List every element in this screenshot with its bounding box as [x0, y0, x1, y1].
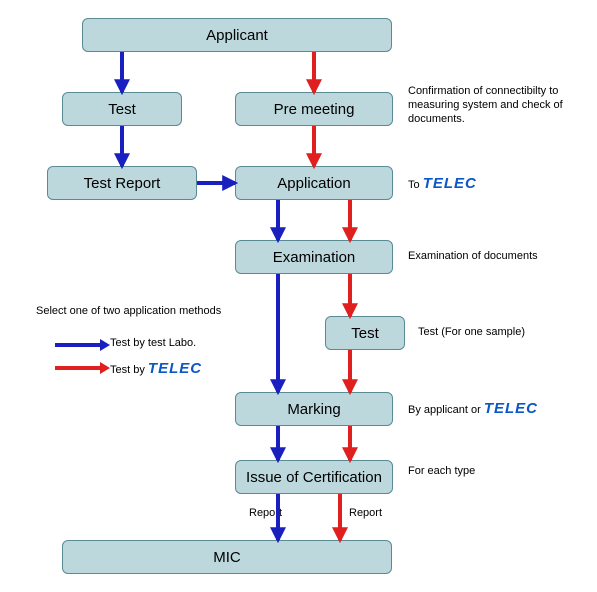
annotation-marking: By applicant or TELEC: [408, 400, 538, 419]
node-test-1: Test: [62, 92, 182, 126]
node-label: Marking: [287, 401, 340, 418]
node-label: Test: [108, 101, 136, 118]
legend-label-blue: Test by test Labo.: [110, 337, 196, 351]
node-examination: Examination: [235, 240, 393, 274]
annotation-test-2: Test (For one sample): [418, 326, 525, 340]
node-label: Test: [351, 325, 379, 342]
node-label: Pre meeting: [274, 101, 355, 118]
annotation-examination: Examination of documents: [408, 250, 538, 264]
node-label: Examination: [273, 249, 356, 266]
annotation-text: To: [408, 179, 423, 191]
annotation-application-to: To TELEC: [408, 175, 477, 194]
node-label: Application: [277, 175, 350, 192]
annotation-pre-meeting: Confirmation of connectibilty to measuri…: [408, 85, 588, 126]
node-label: Test Report: [84, 175, 161, 192]
legend-label-red: Test by TELEC: [110, 360, 202, 379]
flowchart-stage: Applicant Test Pre meeting Test Report A…: [0, 0, 597, 592]
node-marking: Marking: [235, 392, 393, 426]
node-label: Issue of Certification: [246, 469, 382, 486]
node-label: MIC: [213, 549, 241, 566]
node-pre-meeting: Pre meeting: [235, 92, 393, 126]
legend-line-blue: [55, 343, 100, 347]
legend-arrowhead-red: [100, 362, 110, 374]
annotation-text: Test by: [110, 364, 148, 376]
telec-logo: TELEC: [423, 175, 477, 192]
telec-logo: TELEC: [484, 400, 538, 417]
node-issue: Issue of Certification: [235, 460, 393, 494]
annotation-issue: For each type: [408, 465, 475, 479]
node-test-report: Test Report: [47, 166, 197, 200]
legend-title: Select one of two application methods: [36, 305, 296, 319]
node-application: Application: [235, 166, 393, 200]
legend-line-red: [55, 366, 100, 370]
annotation-report-right: Report: [349, 507, 382, 521]
annotation-report-left: Report: [249, 507, 282, 521]
telec-logo: TELEC: [148, 360, 202, 377]
node-mic: MIC: [62, 540, 392, 574]
node-applicant: Applicant: [82, 18, 392, 52]
annotation-text: By applicant or: [408, 404, 484, 416]
node-test-2: Test: [325, 316, 405, 350]
legend-arrowhead-blue: [100, 339, 110, 351]
node-label: Applicant: [206, 27, 268, 44]
